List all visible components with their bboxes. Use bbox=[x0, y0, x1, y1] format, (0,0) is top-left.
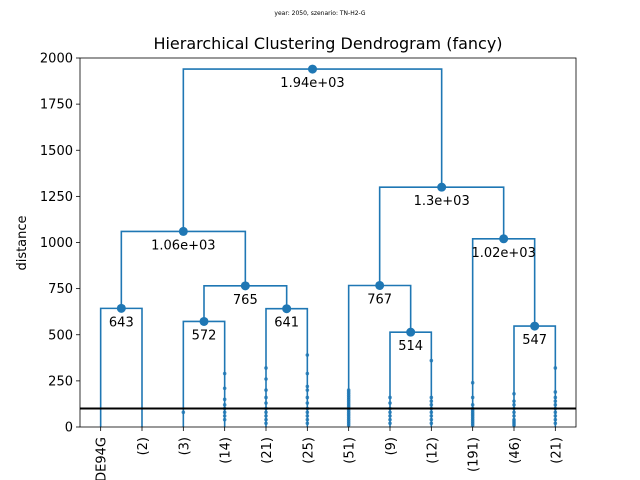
y-tick-label: 500 bbox=[48, 328, 73, 343]
y-tick-label: 750 bbox=[48, 282, 73, 297]
y-tick-label: 2000 bbox=[40, 52, 73, 67]
merge-node bbox=[530, 321, 540, 331]
plot-frame bbox=[79, 57, 577, 428]
merge-distance-label: 572 bbox=[192, 328, 217, 343]
merge-distance-label: 514 bbox=[398, 339, 423, 354]
leaf-label: (25) bbox=[301, 437, 316, 464]
x-axis: DE94G (2) (3) (14) (21) (25) (51) (9) (12) (191) (… bbox=[95, 427, 564, 480]
merge-node bbox=[308, 64, 317, 74]
merge-node bbox=[406, 327, 416, 337]
merge-distance-label: 1.06e+03 bbox=[151, 238, 215, 253]
dendrogram-link bbox=[182, 68, 443, 232]
y-tick-label: 0 bbox=[65, 421, 73, 436]
merge-nodes bbox=[116, 64, 540, 337]
leaf-label: (2) bbox=[136, 437, 151, 455]
leaf-label: (12) bbox=[425, 437, 440, 464]
y-tick-label: 1250 bbox=[40, 190, 73, 205]
leaf-label: (21) bbox=[260, 437, 275, 464]
leaf-label: (46) bbox=[508, 437, 523, 464]
y-axis-label: distance bbox=[15, 215, 30, 270]
merge-distance-label: 767 bbox=[367, 292, 392, 307]
merge-distance-label: 641 bbox=[274, 316, 299, 331]
merge-node bbox=[240, 281, 250, 291]
leaf-label: DE94G bbox=[95, 437, 110, 480]
merge-node bbox=[375, 280, 385, 290]
merge-distance-label: 643 bbox=[109, 315, 134, 330]
leaf-dots bbox=[181, 353, 558, 427]
merge-distance-label: 765 bbox=[233, 293, 258, 308]
merge-distance-label: 1.94e+03 bbox=[280, 76, 344, 91]
merge-distance-label: 547 bbox=[522, 333, 547, 348]
merge-distance-label: 1.02e+03 bbox=[471, 246, 535, 261]
leaf-label: (14) bbox=[219, 437, 234, 464]
merge-distance-label: 1.3e+03 bbox=[414, 194, 470, 209]
leaf-label: (191) bbox=[467, 437, 482, 472]
merge-annotations: 643 572 641 765 1.06e+03 514 767 547 1.02e+03 1.3… bbox=[109, 76, 547, 354]
leaf-label: (51) bbox=[343, 437, 358, 464]
leaf-label: (21) bbox=[549, 437, 564, 464]
y-axis: 0 250 500 750 1000 1250 1500 1750 2000 bbox=[40, 52, 80, 436]
merge-node bbox=[282, 304, 292, 314]
merge-node bbox=[116, 303, 126, 313]
leaf-label: (9) bbox=[384, 437, 399, 455]
merge-node bbox=[178, 226, 188, 236]
chart-title: Hierarchical Clustering Dendrogram (fanc… bbox=[153, 34, 502, 53]
y-tick-label: 1000 bbox=[40, 236, 73, 251]
merge-node bbox=[199, 316, 209, 326]
figure-suptitle: year: 2050, szenario: TN-H2-G bbox=[274, 10, 366, 17]
y-tick-label: 1500 bbox=[40, 144, 73, 159]
merge-node bbox=[437, 182, 447, 192]
merge-node bbox=[499, 234, 509, 244]
y-tick-label: 250 bbox=[48, 374, 73, 389]
y-tick-label: 1750 bbox=[40, 98, 73, 113]
leaf-label: (3) bbox=[177, 437, 192, 455]
